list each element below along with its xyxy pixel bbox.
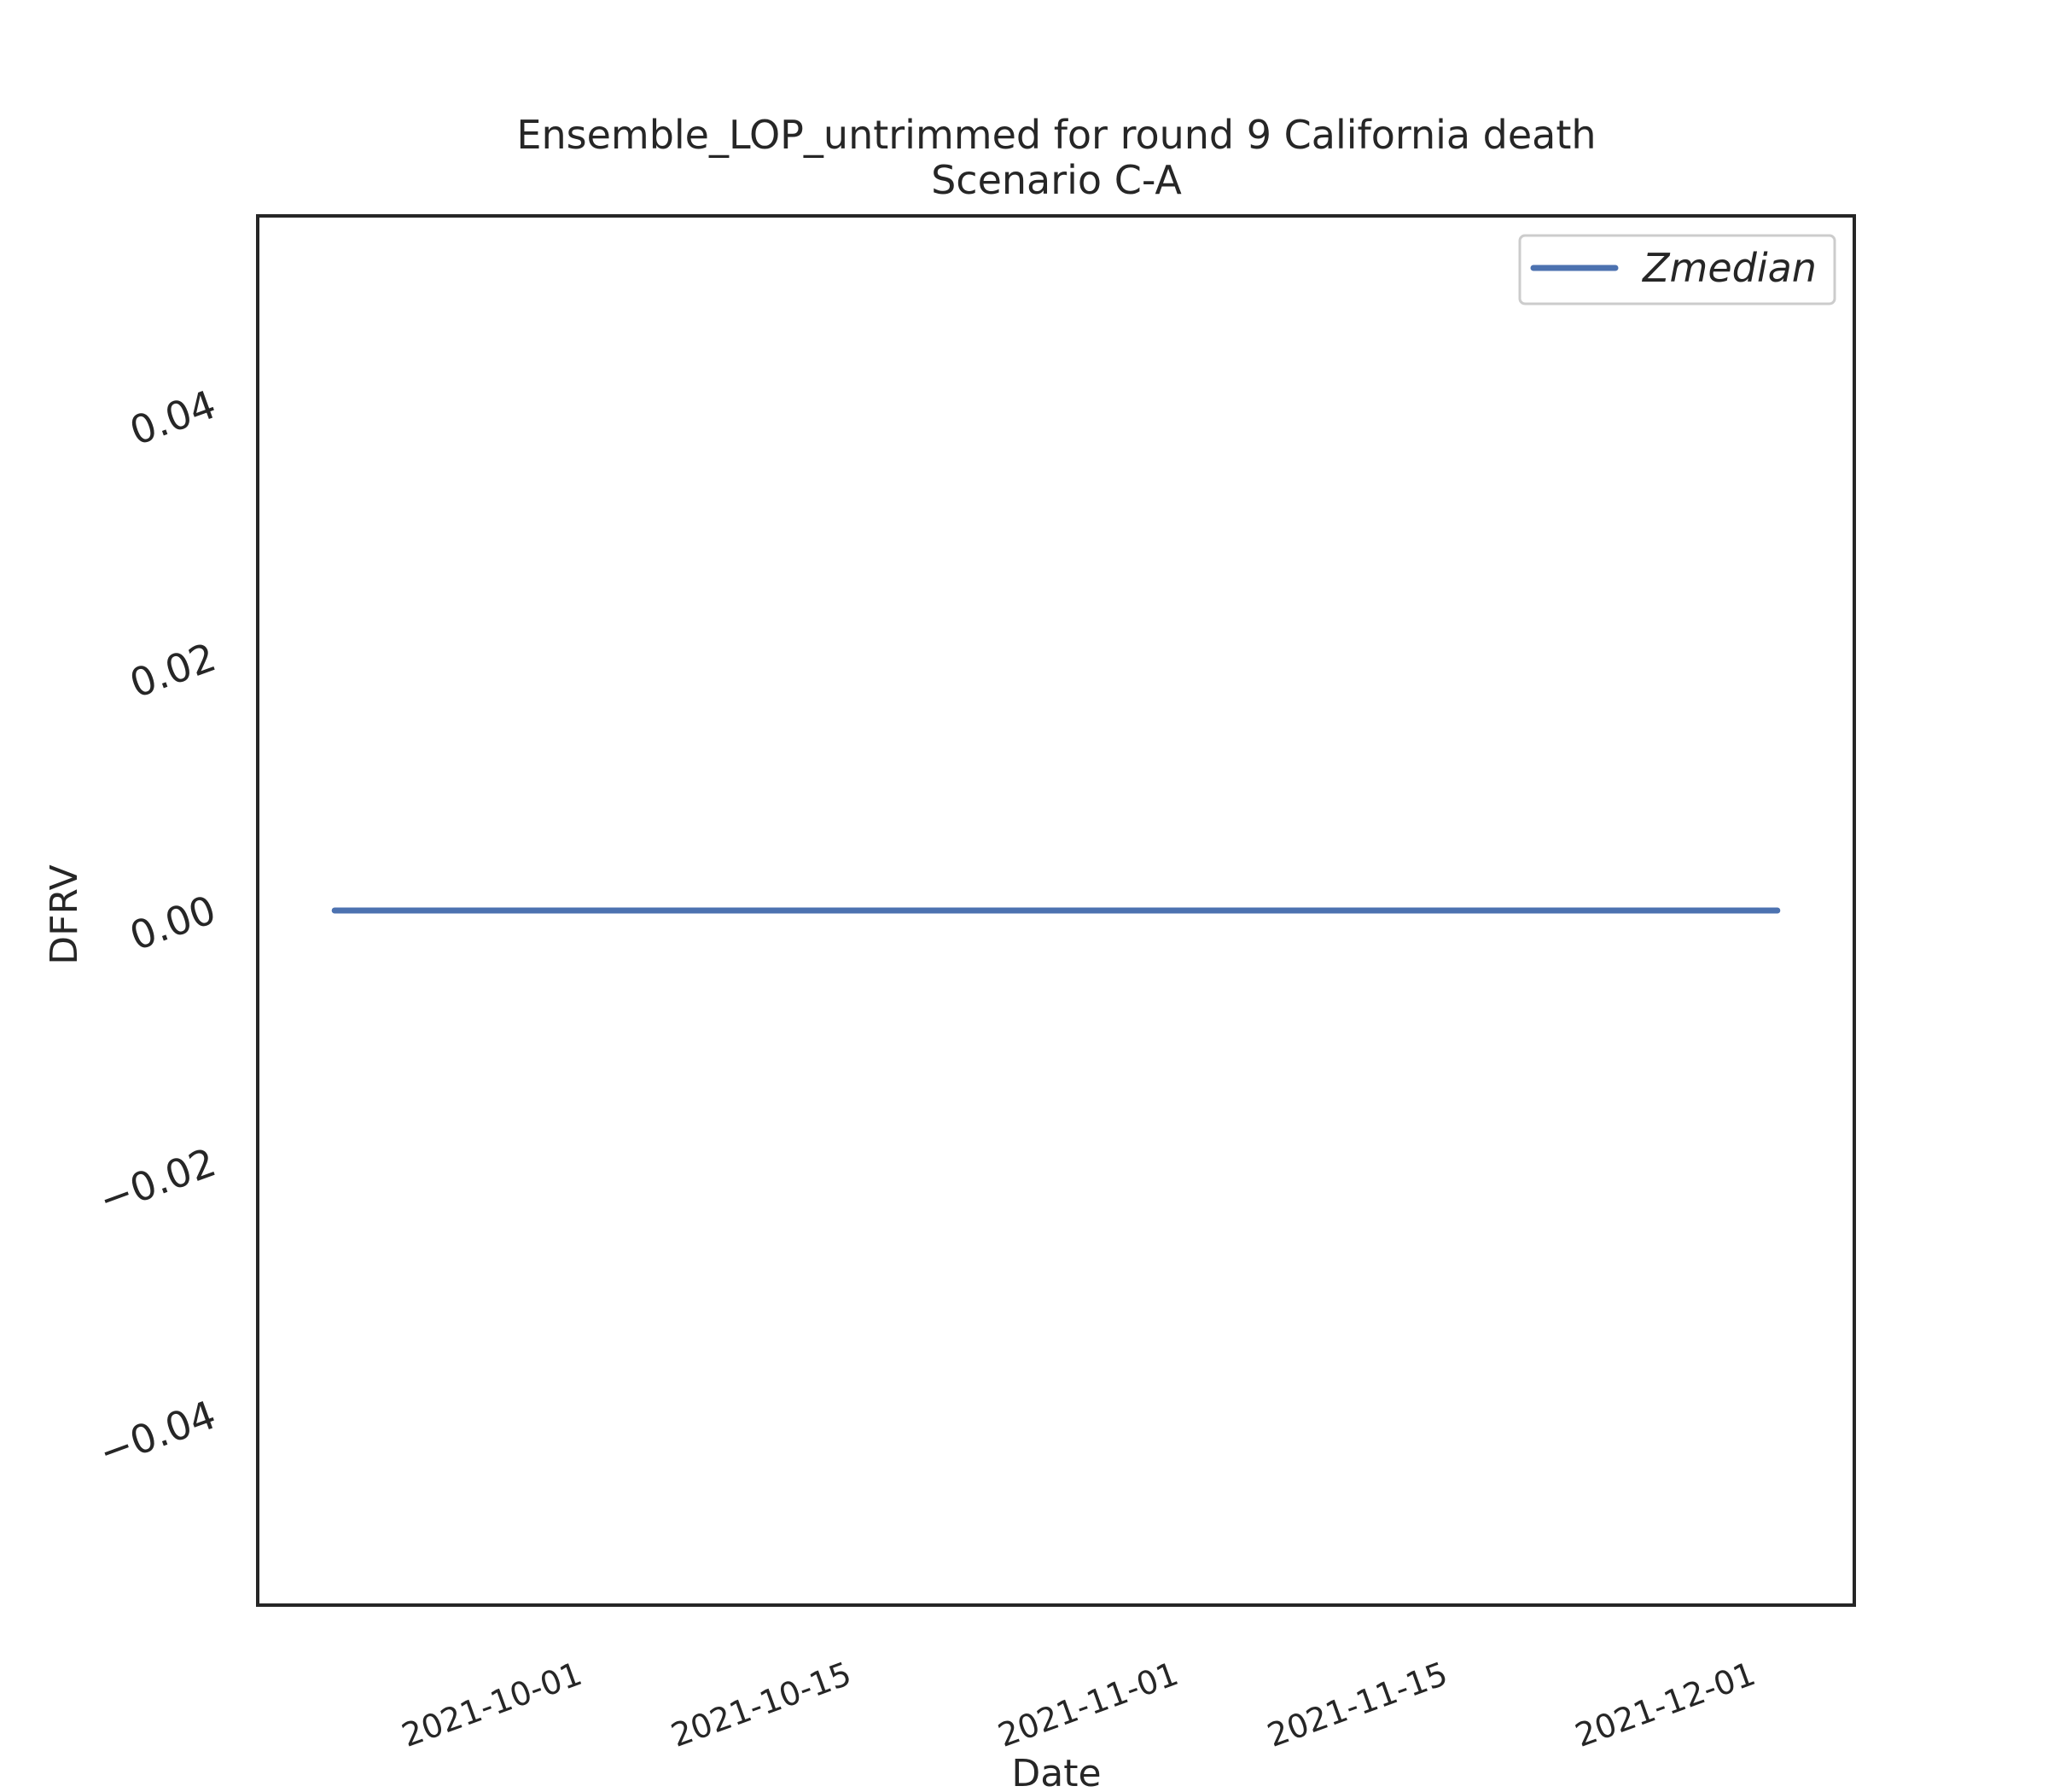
legend-frame — [1518, 234, 1836, 305]
y-axis-label: DFRV — [43, 864, 86, 964]
chart-title: Ensemble_LOP_untrimmed for round 9 Calif… — [516, 112, 1596, 158]
plot-frame — [256, 214, 1856, 1607]
x-axis-label: Date — [1011, 1752, 1101, 1792]
chart-subtitle: Scenario C-A — [931, 157, 1182, 203]
legend: Zmedian — [1518, 234, 1836, 305]
legend-label-zmedian: Zmedian — [1641, 245, 1817, 291]
